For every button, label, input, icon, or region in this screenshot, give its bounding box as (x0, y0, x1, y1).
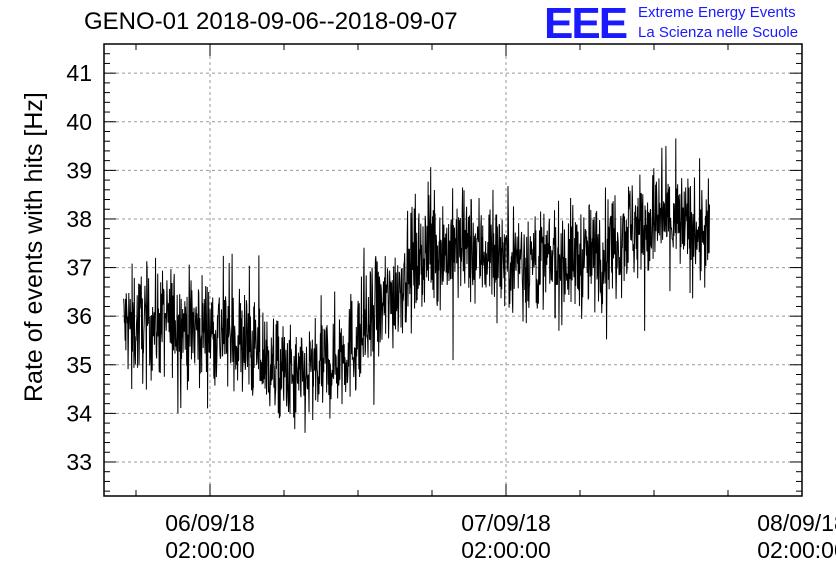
chart-title: GENO-01 2018-09-06--2018-09-07 (84, 8, 458, 35)
y-tick-label: 35 (66, 352, 92, 378)
tick-labels: 33343536373839404106/09/1802:00:0007/09/… (66, 60, 836, 563)
y-tick-label: 39 (66, 157, 92, 183)
org-name-line2: La Scienza nelle Scuole (638, 24, 799, 41)
x-tick-label-date: 07/09/18 (461, 510, 551, 536)
org-name-line1: Extreme Energy Events (638, 4, 796, 21)
x-tick-label-time: 02:00:00 (165, 537, 255, 563)
y-tick-label: 41 (66, 60, 92, 86)
y-tick-label: 40 (66, 109, 92, 135)
y-axis-label: Rate of events with hits [Hz] (20, 92, 48, 402)
y-tick-label: 37 (66, 255, 92, 281)
chart-axes (103, 43, 803, 497)
x-tick-label-time: 02:00:00 (757, 537, 836, 563)
x-tick-label-date: 08/09/18 (757, 510, 836, 536)
x-tick-label-time: 02:00:00 (461, 537, 551, 563)
plot-frame (103, 43, 803, 497)
rate-series (123, 138, 710, 433)
x-tick-label-date: 06/09/18 (165, 510, 255, 536)
series-line (123, 138, 710, 433)
y-tick-label: 38 (66, 206, 92, 232)
y-tick-label: 36 (66, 303, 92, 329)
y-tick-label: 33 (66, 449, 92, 475)
eee-logo: EEE (544, 0, 628, 48)
y-tick-label: 34 (66, 400, 92, 426)
